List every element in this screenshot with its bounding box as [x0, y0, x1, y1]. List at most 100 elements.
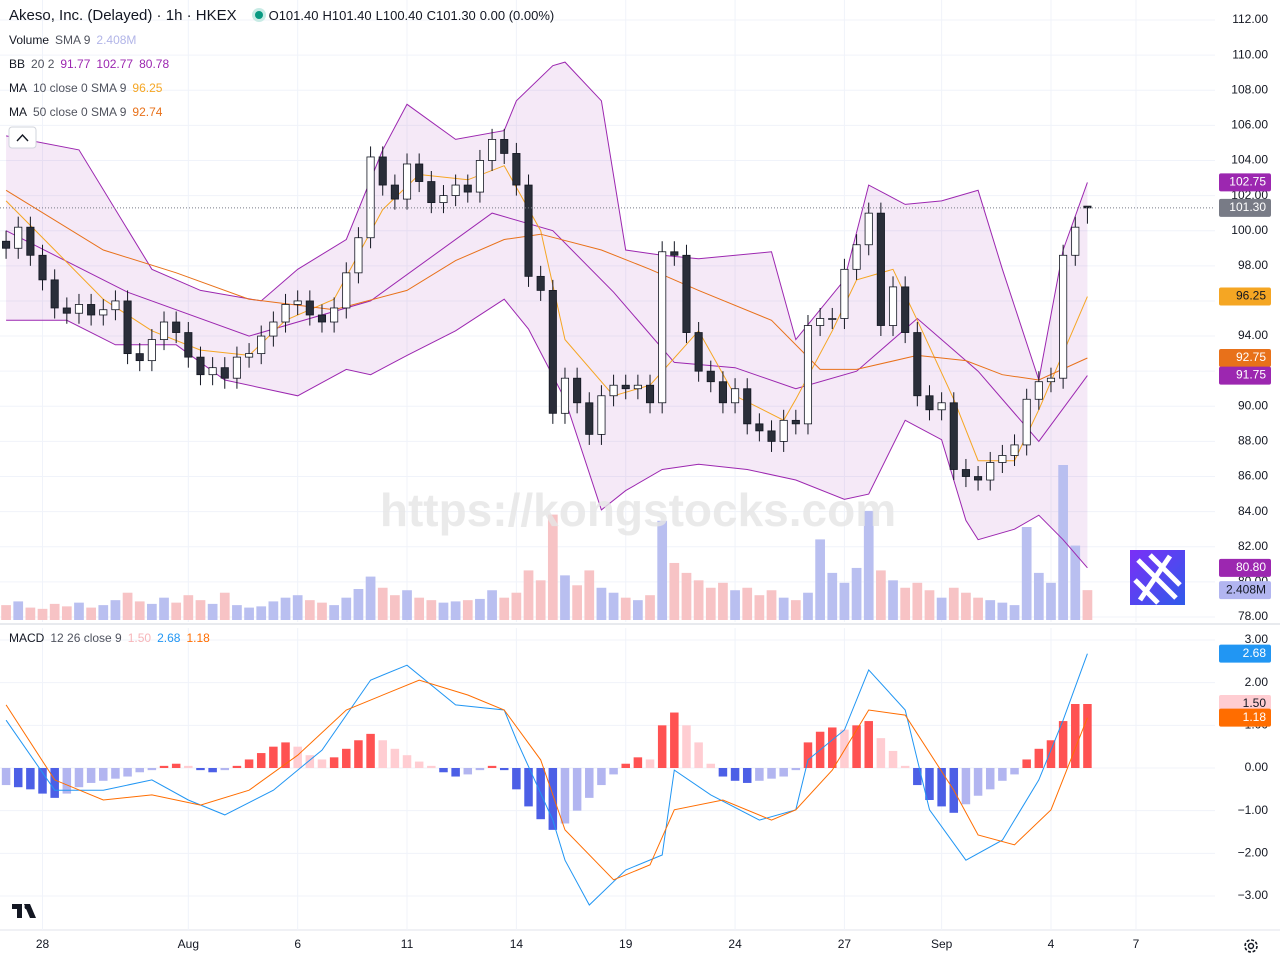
histogram-bar	[876, 738, 886, 768]
x-tick-label: 19	[619, 937, 633, 951]
candle-body	[743, 388, 752, 425]
settings-icon[interactable]	[1244, 939, 1258, 953]
histogram-bar	[463, 768, 473, 775]
candle-body	[390, 184, 399, 200]
candle-body	[245, 353, 254, 358]
y-tick-label: 88.00	[1238, 434, 1268, 448]
histogram-bar	[74, 768, 84, 788]
legend-params: 50 close 0 SMA 9	[33, 105, 127, 119]
ohlc-value: 0.00 (0.00%)	[479, 8, 555, 23]
legend-name: MA	[9, 105, 27, 119]
y-tick-label: −1.00	[1238, 803, 1269, 817]
x-tick-label: Sep	[931, 937, 953, 951]
volume-bar	[207, 603, 218, 620]
histogram-bar	[378, 740, 387, 768]
legend-row: Volume SMA 9 2.408M	[9, 28, 558, 52]
volume-bar	[997, 602, 1008, 620]
histogram-bar	[499, 768, 509, 771]
volume-bar	[936, 597, 947, 620]
volume-bar	[948, 587, 959, 620]
candle-body	[87, 304, 96, 316]
macd-legend: MACD 12 26 close 9 1.50 2.68 1.18	[9, 626, 216, 650]
volume-bar	[912, 582, 923, 620]
y-tick-label: 112.00	[1232, 12, 1268, 26]
candle-body	[791, 419, 800, 425]
candle-body	[986, 462, 995, 481]
candles	[0, 128, 1215, 491]
histogram-bar	[742, 768, 752, 783]
y-tick-label: 0.00	[1245, 760, 1269, 774]
histogram-bar	[913, 768, 922, 786]
candle-body	[1022, 398, 1031, 446]
histogram-bar	[657, 725, 667, 768]
y-tick-label: 110.00	[1232, 47, 1268, 61]
volume-bar	[863, 510, 874, 620]
candle-body	[232, 356, 241, 379]
legend-name: MA	[9, 81, 27, 95]
y-tick-label: −2.00	[1238, 846, 1269, 860]
x-tick-label: 28	[36, 937, 50, 951]
candle-body	[828, 318, 837, 320]
band-fill	[6, 62, 1088, 568]
volume-bar	[900, 587, 911, 620]
legend-name: MACD	[9, 631, 45, 645]
volume-bar	[742, 587, 753, 620]
histogram-bar	[1046, 740, 1056, 768]
y-tick-label: 82.00	[1238, 539, 1268, 553]
histogram-bar	[597, 768, 606, 786]
histogram-bar	[38, 768, 47, 794]
legend-params: SMA 9	[55, 33, 91, 47]
candle-body	[26, 226, 35, 256]
histogram-bar	[86, 768, 96, 783]
price-label-box	[1219, 287, 1271, 306]
candle-body	[14, 226, 23, 249]
histogram-bar	[1083, 704, 1092, 768]
y-tick-label: −3.00	[1238, 888, 1269, 902]
candle-body	[123, 300, 132, 355]
volume-bar	[839, 582, 850, 620]
y-tick-label: 94.00	[1238, 328, 1268, 342]
price-label-box	[1219, 198, 1271, 217]
volume-bar	[608, 592, 619, 620]
candle-body	[427, 181, 436, 204]
histogram-bar	[342, 748, 351, 768]
histogram-bar	[427, 765, 436, 768]
volume-bar	[1082, 590, 1093, 620]
y-tick-label: 106.00	[1231, 118, 1268, 132]
histogram-bar	[402, 755, 412, 768]
candle-body	[402, 163, 412, 200]
candle-body	[803, 325, 813, 425]
candle-body	[998, 455, 1007, 463]
candle-body	[269, 321, 278, 337]
price-label-box	[1219, 173, 1271, 192]
volume-bar	[61, 606, 72, 620]
volume-bar	[86, 607, 96, 620]
candle-body	[925, 395, 934, 411]
volume-bar	[778, 597, 789, 620]
band-lower	[6, 298, 1088, 569]
volume-bar	[535, 580, 546, 620]
volume-bar	[1046, 582, 1056, 620]
histogram-bar	[852, 725, 861, 768]
histogram-bar	[475, 768, 485, 771]
candle-body	[354, 237, 363, 274]
candle-body	[330, 307, 339, 323]
histogram-bar	[184, 765, 193, 768]
volume-bar	[365, 576, 376, 620]
ohlc-value: H101.40	[322, 8, 372, 23]
y-tick-label: 108.00	[1231, 82, 1268, 96]
histogram-bar	[633, 757, 643, 768]
volume-bar	[341, 597, 352, 620]
candle-body	[937, 402, 946, 411]
volume-bar	[74, 602, 84, 620]
candle-body	[488, 138, 497, 161]
volume-bar	[572, 585, 582, 620]
volume-bar	[827, 572, 838, 620]
candle-body	[840, 268, 849, 319]
histogram-bar	[779, 768, 788, 777]
volume-bar	[547, 514, 558, 620]
price-label-box	[1219, 695, 1271, 713]
volume-bar	[803, 592, 813, 620]
volume-bar	[633, 600, 643, 620]
collapse-button[interactable]	[8, 126, 37, 149]
